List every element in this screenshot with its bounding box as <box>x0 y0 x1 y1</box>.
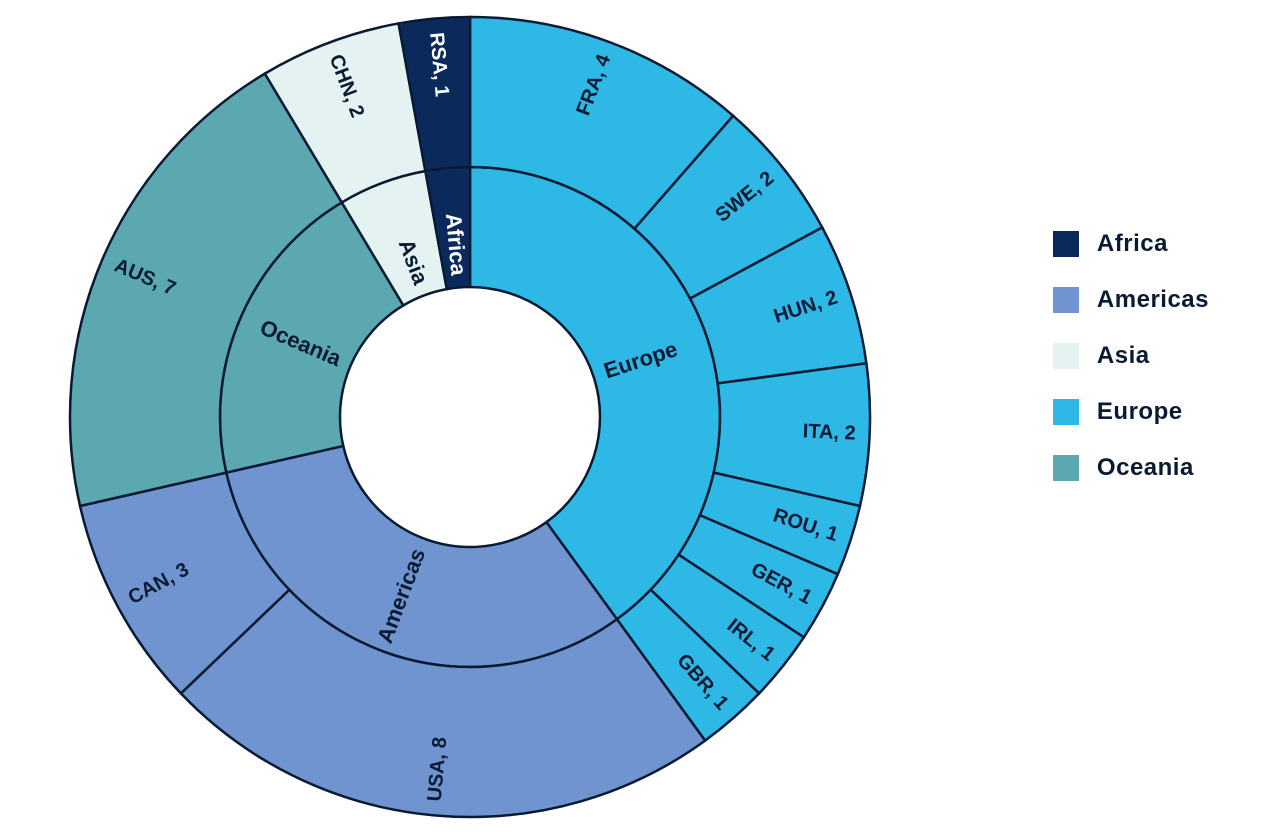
legend-swatch <box>1053 287 1079 313</box>
legend-label: Asia <box>1097 342 1150 370</box>
legend-swatch <box>1053 455 1079 481</box>
sunburst-chart-container: EuropeAmericasOceaniaAsiaAfricaFRA, 4SWE… <box>0 0 1279 834</box>
legend-label: Oceania <box>1097 454 1194 482</box>
legend: Africa Americas Asia Europe Oceania <box>1053 230 1209 510</box>
legend-swatch <box>1053 399 1079 425</box>
legend-item-americas: Americas <box>1053 286 1209 314</box>
legend-item-africa: Africa <box>1053 230 1209 258</box>
legend-item-asia: Asia <box>1053 342 1209 370</box>
legend-swatch <box>1053 343 1079 369</box>
legend-item-oceania: Oceania <box>1053 454 1209 482</box>
country-label-ita: ITA, 2 <box>802 420 856 444</box>
legend-item-europe: Europe <box>1053 398 1209 426</box>
legend-label: Americas <box>1097 286 1209 314</box>
legend-swatch <box>1053 231 1079 257</box>
legend-label: Europe <box>1097 398 1183 426</box>
legend-label: Africa <box>1097 230 1168 258</box>
